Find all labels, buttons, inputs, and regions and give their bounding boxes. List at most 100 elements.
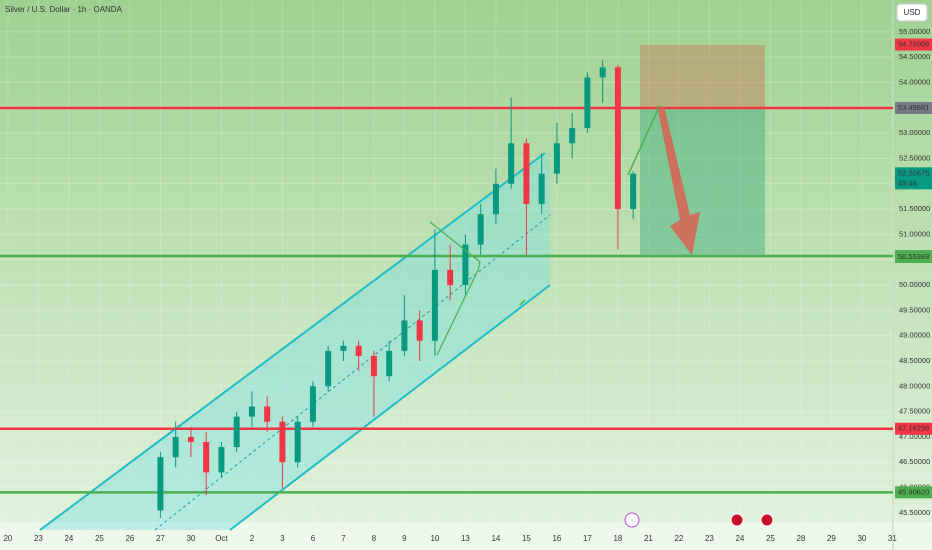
- candle-body: [599, 67, 606, 78]
- y-tick-label: 53.00000: [899, 128, 930, 137]
- x-tick-label: 14: [491, 534, 500, 543]
- chart-title: Silver / U.S. Dollar · 1h · OANDA: [5, 5, 123, 14]
- price-label: 54.75006: [898, 40, 929, 49]
- y-tick-label: 54.50000: [899, 52, 930, 61]
- x-tick-label: 28: [796, 534, 805, 543]
- countdown: 49:46: [898, 178, 917, 187]
- price-label-box: [895, 38, 932, 51]
- candle-body: [233, 416, 240, 448]
- x-tick-label: 16: [552, 534, 561, 543]
- candle-body: [553, 143, 560, 174]
- x-tick-label: 29: [827, 534, 836, 543]
- candle-body: [218, 447, 225, 473]
- channel-mid: [154, 214, 551, 531]
- candle-body: [294, 421, 301, 463]
- candle-body: [477, 214, 484, 245]
- candle-body: [630, 173, 637, 210]
- price-label: 45.90620: [898, 487, 929, 496]
- candle-body: [355, 345, 362, 356]
- target-zone: [640, 107, 765, 256]
- x-tick-label: 18: [613, 534, 622, 543]
- levels: [0, 106, 893, 494]
- event-icon[interactable]: [730, 513, 744, 527]
- price-label-box: [895, 102, 932, 115]
- candle-body: [370, 355, 377, 377]
- x-tick-label: 20: [3, 534, 12, 543]
- price-label-box: [895, 251, 932, 264]
- channel-tick: [519, 299, 526, 306]
- x-tick-label: 26: [125, 534, 134, 543]
- candle-body: [462, 244, 469, 286]
- y-tick-label: 49.00000: [899, 331, 930, 340]
- channel-upper: [39, 152, 546, 531]
- candle-body: [325, 350, 332, 387]
- currency-button[interactable]: [896, 3, 928, 22]
- price-label: 53.49681: [898, 103, 929, 112]
- y-tick-label: 47.50000: [899, 407, 930, 416]
- y-tick-label: 50.00000: [899, 280, 930, 289]
- candle-body: [492, 183, 499, 215]
- grid: [0, 0, 893, 522]
- price-label: 52.20675: [898, 168, 929, 177]
- x-tick-label: 6: [311, 534, 316, 543]
- candle-body: [416, 320, 423, 341]
- y-tick-label: 51.00000: [899, 229, 930, 238]
- x-tick-label: 24: [64, 534, 73, 543]
- x-tick-label: 25: [766, 534, 775, 543]
- x-tick-label: Oct: [215, 534, 228, 543]
- x-tick-label: 2: [250, 534, 255, 543]
- x-tick-label: 31: [888, 534, 897, 543]
- candle-body: [279, 421, 286, 463]
- price-axis: 45.5000046.0000046.5000047.0000047.50000…: [895, 27, 932, 517]
- candle-body: [508, 143, 515, 184]
- x-tick-label: 17: [583, 534, 592, 543]
- x-tick-label: 23: [705, 534, 714, 543]
- candle-body: [157, 457, 164, 511]
- x-tick-label: 9: [402, 534, 407, 543]
- candle-body: [203, 442, 210, 473]
- triangle-drawing: [429, 221, 481, 356]
- y-tick-label: 55.00000: [899, 27, 930, 36]
- time-axis-band: [0, 522, 932, 550]
- candle-body: [584, 77, 591, 129]
- x-tick-label: 24: [735, 534, 744, 543]
- x-tick-label: 25: [95, 534, 104, 543]
- y-tick-label: 48.00000: [899, 381, 930, 390]
- price-label-box: [895, 422, 932, 435]
- y-tick-label: 48.50000: [899, 356, 930, 365]
- y-tick-label: 49.50000: [899, 305, 930, 314]
- event-icon[interactable]: [624, 512, 640, 528]
- y-tick-label: 52.50000: [899, 153, 930, 162]
- x-tick-label: 8: [372, 534, 377, 543]
- y-tick-label: 47.00000: [899, 432, 930, 441]
- candle-body: [523, 143, 530, 205]
- currency[interactable]: USD: [904, 8, 921, 17]
- candle-body: [569, 128, 576, 144]
- x-tick-label: 30: [857, 534, 866, 543]
- x-tick-label: 15: [522, 534, 531, 543]
- price-label-box: [895, 167, 932, 190]
- candle-body: [248, 406, 255, 417]
- candle-body: [614, 67, 621, 210]
- candle-body: [309, 386, 316, 422]
- stop-zone: [640, 45, 765, 107]
- event-icon[interactable]: [760, 513, 774, 527]
- candle-body: [538, 173, 545, 205]
- candle-body: [386, 350, 393, 377]
- y-tick-label: 54.00000: [899, 78, 930, 87]
- channel-lower: [229, 284, 551, 531]
- x-tick-label: 10: [430, 534, 439, 543]
- projection-line: [627, 104, 661, 176]
- x-tick-label: 7: [341, 534, 346, 543]
- candle-body: [187, 436, 194, 443]
- y-tick-label: 46.50000: [899, 457, 930, 466]
- x-tick-label: 27: [156, 534, 165, 543]
- candle-body: [447, 269, 454, 286]
- candle-body: [401, 320, 408, 351]
- candle-body: [340, 345, 347, 351]
- time-axis: 20 23 24 25 26 27 30 Oct 2 3 6 7 8 9 10 13 14 15 16 17 18 21 2…: [3, 534, 897, 543]
- x-tick-label: 22: [674, 534, 683, 543]
- down-arrow: [658, 106, 700, 255]
- y-tick-label: 51.50000: [899, 204, 930, 213]
